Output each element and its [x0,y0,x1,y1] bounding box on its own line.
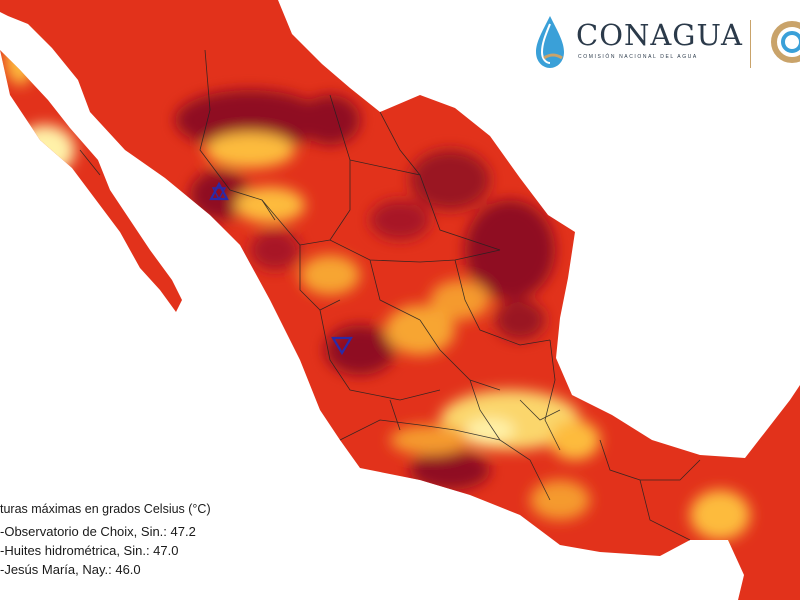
legend-station-choix: -Observatorio de Choix, Sin.: 47.2 [0,524,196,539]
extreme-heat-area [410,150,490,210]
legend-title: turas máximas en grados Celsius (°C) [0,502,211,516]
low-heat-area [15,125,75,175]
extreme-heat-area [300,95,360,145]
moderate-heat-area [430,280,490,320]
extreme-heat-area [250,230,300,270]
logo-name: CONAGUA [576,18,743,52]
logo-divider [750,20,751,68]
moderate-heat-area [550,420,600,460]
extreme-heat-area [495,300,545,340]
moderate-heat-area [530,480,590,520]
legend-station-jesus-maria: -Jesús María, Nay.: 46.0 [0,562,141,577]
extreme-heat-area [325,325,395,375]
extreme-heat-area [410,450,490,490]
moderate-heat-area [235,187,305,223]
moderate-heat-area [390,425,470,455]
moderate-heat-area [690,490,750,540]
extreme-heat-area [190,170,250,220]
station-marker-huites [211,187,227,201]
extreme-heat-area [370,200,430,240]
logo-tagline: COMISIÓN NACIONAL DEL AGUA [578,54,698,60]
legend-station-huites: -Huites hidrométrica, Sin.: 47.0 [0,543,179,558]
moderate-heat-area [300,255,360,295]
moderate-heat-area [205,132,295,168]
government-emblem-icon [771,21,800,63]
moderate-heat-area [5,35,35,85]
extreme-heat-area [465,200,555,300]
station-marker-jesus-maria [331,336,353,356]
moderate-heat-area [385,305,455,355]
low-heat-area [465,418,515,442]
state-boundaries [79,49,701,541]
conagua-logo: CONAGUA COMISIÓN NACIONAL DEL AGUA [528,12,800,72]
extreme-heat-area [175,90,325,150]
map-legend: turas máximas en grados Celsius (°C) -Ob… [0,500,211,579]
water-drop-icon [536,16,564,68]
